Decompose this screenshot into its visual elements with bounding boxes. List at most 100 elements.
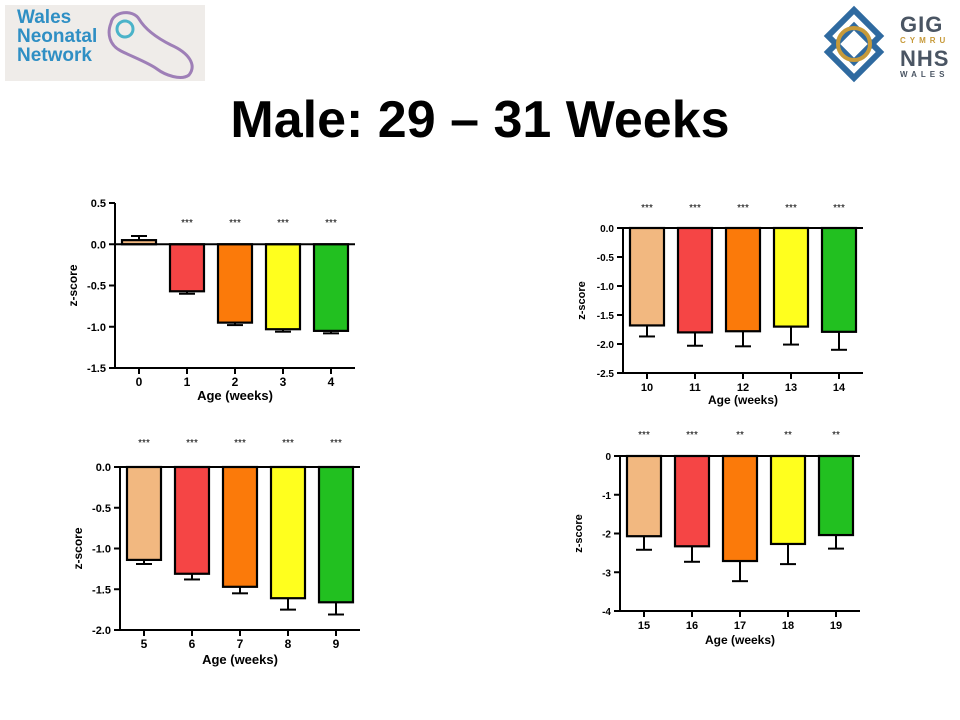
y-tick-label: -4 [602, 607, 611, 618]
x-tick-label: 4 [328, 375, 335, 389]
significance-marker: *** [689, 203, 701, 214]
y-tick-label: 0 [605, 452, 611, 463]
x-tick-label: 6 [189, 637, 196, 651]
logo-right-line4: WALES [900, 70, 949, 79]
gig-cymru-nhs-wales-logo: GIG CYMRU NHS WALES [810, 4, 950, 90]
x-tick-label: 19 [830, 620, 842, 632]
y-tick-label: -3 [602, 568, 611, 579]
logo-left-line1: Wales [17, 7, 72, 28]
x-axis-label: Age (weeks) [705, 633, 775, 647]
x-tick-label: 1 [184, 375, 191, 389]
chart-weeks-5-9: *** *** *** *** *** 0.0 -0.5 -1.0 -1.5 -2.0 5 6 7 8 9 A… [71, 438, 360, 667]
y-tick-label: -1.5 [92, 584, 111, 596]
y-axis-label: z-score [573, 514, 585, 553]
y-tick-label: -0.5 [597, 253, 615, 264]
page-title: Male: 29 – 31 Weeks [230, 91, 730, 149]
x-tick-label: 0 [136, 375, 143, 389]
bar-11 [676, 226, 714, 334]
x-tick-label: 16 [686, 620, 698, 632]
x-axis-label: Age (weeks) [708, 393, 778, 407]
x-axis-label: Age (weeks) [202, 652, 278, 667]
bar-1 [168, 243, 206, 293]
y-tick-label: -1.0 [92, 544, 111, 556]
x-tick-label: 13 [785, 382, 797, 394]
logo-right-line1: GIG [900, 12, 944, 37]
wales-neonatal-network-logo: Wales Neonatal Network [5, 5, 205, 81]
x-tick-label: 9 [333, 637, 340, 651]
x-tick-label: 18 [782, 620, 794, 632]
y-tick-label: 0.0 [96, 462, 111, 474]
y-tick-label: -0.5 [87, 281, 106, 293]
x-tick-label: 2 [232, 375, 239, 389]
x-tick-label: 10 [641, 382, 653, 394]
y-tick-label: -2.0 [597, 340, 615, 351]
y-tick-label: -2.0 [92, 625, 111, 637]
significance-marker: *** [277, 218, 289, 229]
y-tick-label: -1 [602, 491, 611, 502]
significance-marker: *** [330, 438, 342, 449]
bar-16 [673, 454, 711, 548]
y-tick-label: -1.0 [597, 282, 615, 293]
significance-marker: *** [833, 203, 845, 214]
bar-17 [721, 454, 759, 563]
significance-marker: *** [229, 218, 241, 229]
bar-10 [628, 226, 666, 327]
y-axis-label: z-score [576, 281, 588, 320]
significance-marker: *** [641, 203, 653, 214]
significance-marker: *** [737, 203, 749, 214]
x-tick-label: 7 [237, 637, 244, 651]
bar-2 [216, 243, 254, 324]
bar-3 [264, 243, 302, 331]
y-tick-label: -1.0 [87, 322, 106, 334]
x-tick-label: 15 [638, 620, 650, 632]
bar-9 [317, 465, 355, 604]
bar-13 [772, 226, 810, 328]
y-tick-label: 0.0 [91, 239, 106, 251]
logo-left-line3: Network [17, 45, 92, 66]
y-tick-label: 0.0 [600, 224, 614, 235]
logo-right-line3: NHS [900, 46, 950, 71]
bar-4 [312, 243, 350, 332]
y-tick-label: -2 [602, 530, 611, 541]
y-tick-label: 0.5 [91, 198, 106, 210]
y-tick-label: -1.5 [87, 363, 106, 375]
bar-12 [724, 226, 762, 333]
significance-marker: *** [785, 203, 797, 214]
x-tick-label: 14 [833, 382, 846, 394]
significance-marker: *** [686, 430, 698, 441]
x-tick-label: 5 [141, 637, 148, 651]
significance-marker: *** [234, 438, 246, 449]
chart-weeks-10-14: *** *** *** *** *** 0.0 -0.5 -1.0 -1.5 -2.0 -2.5 10… [576, 203, 863, 407]
x-tick-label: 17 [734, 620, 746, 632]
logo-right-line2: CYMRU [900, 36, 950, 45]
bar-8 [269, 465, 307, 600]
bar-14 [820, 226, 858, 333]
chart-weeks-0-4: *** *** *** *** 0.5 0.0 -0.5 -1.0 -1.5 0 1 2 3 4 Age (… [66, 198, 355, 403]
significance-marker: ** [832, 430, 840, 441]
bar-7 [221, 465, 259, 588]
x-tick-label: 8 [285, 637, 292, 651]
y-tick-label: -1.5 [597, 311, 615, 322]
y-tick-label: -0.5 [92, 503, 111, 515]
y-tick-label: -2.5 [597, 369, 615, 380]
significance-marker: *** [138, 438, 150, 449]
bar-5 [125, 465, 163, 562]
logo-left-line2: Neonatal [17, 26, 98, 47]
bar-15 [625, 454, 663, 538]
y-axis-label: z-score [66, 264, 80, 306]
significance-marker: ** [784, 430, 792, 441]
significance-marker: *** [325, 218, 337, 229]
x-axis-label: Age (weeks) [197, 388, 273, 403]
significance-marker: *** [638, 430, 650, 441]
bar-6 [173, 465, 211, 575]
y-axis-label: z-score [71, 527, 85, 569]
x-tick-label: 3 [280, 375, 287, 389]
significance-marker: ** [736, 430, 744, 441]
celtic-knot-icon [823, 5, 885, 83]
bar-18 [769, 454, 807, 546]
baby-silhouette-icon [107, 11, 194, 79]
x-tick-label: 11 [689, 382, 701, 394]
bar-19 [817, 454, 855, 537]
significance-marker: *** [282, 438, 294, 449]
